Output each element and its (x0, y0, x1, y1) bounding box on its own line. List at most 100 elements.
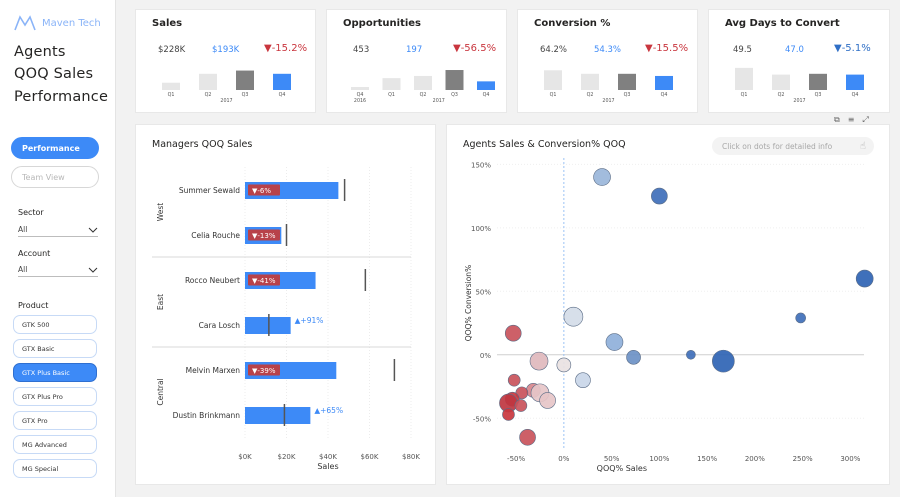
agent-dot[interactable] (855, 269, 874, 288)
product-gtx-basic[interactable]: GTX Basic (13, 339, 97, 358)
product-mg-special[interactable]: MG Special (13, 459, 97, 478)
quarter-label: Q1 (388, 92, 395, 98)
x-tick-label: $20K (278, 453, 296, 461)
sales-bar (245, 407, 311, 424)
sector-label: Sector (18, 208, 44, 217)
x-tick-label: 0% (558, 455, 569, 463)
quarter-label: Q1 (741, 92, 748, 98)
product-gtx-plus-basic[interactable]: GTX Plus Basic (13, 363, 97, 382)
agent-dot[interactable] (539, 392, 556, 409)
agent-dot[interactable] (563, 306, 584, 327)
agent-dot[interactable] (795, 312, 806, 324)
product-label: Product (18, 301, 49, 310)
nav-agents[interactable]: Agents (14, 44, 66, 60)
kpi-prev-value: 49.5 (733, 45, 752, 55)
kpi-bar (581, 73, 599, 90)
managers-bar-chart[interactable]: $0K $20K $40K $60K $80K Sales West Summer Sewal… (136, 125, 437, 486)
agent-dot[interactable] (605, 333, 624, 351)
sector-dropdown[interactable]: All (18, 223, 98, 237)
expand-icon[interactable]: ⤢ (862, 115, 869, 124)
kpi-bar (351, 87, 369, 90)
chevron-down-icon (88, 227, 98, 233)
visual-header-icons: ⧉ ≡ ⤢ (834, 115, 869, 125)
nav-performance[interactable]: Performance (14, 89, 109, 105)
kpi-current-value: $193K (212, 45, 240, 55)
agent-dot[interactable] (519, 429, 536, 446)
quarter-label: Q3 (451, 92, 458, 98)
account-dropdown[interactable]: All (18, 263, 98, 277)
kpi-bar (618, 73, 636, 90)
quarter-label: Q2 (420, 92, 427, 98)
scatter-chart-title: Agents Sales & Conversion% QOQ (463, 139, 626, 150)
kpi-prev-value: 453 (353, 45, 370, 55)
performance-button[interactable]: Performance (11, 137, 99, 159)
product-gtx-plus-pro[interactable]: GTX Plus Pro (13, 387, 97, 406)
agent-dot[interactable] (686, 349, 696, 360)
product-gtx-pro[interactable]: GTX Pro (13, 411, 97, 430)
agent-dot[interactable] (504, 324, 522, 342)
agent-dot[interactable] (712, 349, 735, 373)
year-label: 2016 (354, 98, 366, 104)
quarter-label: Q3 (624, 92, 631, 98)
kpi-card-sales[interactable]: Sales $228K $193K ▼-15.2% Q1 Q2 2017 Q3 Q4 (135, 9, 316, 113)
agent-dot[interactable] (651, 187, 668, 205)
agent-dot[interactable] (556, 357, 572, 373)
quarter-label: Q2 (778, 92, 785, 98)
brand-name: Maven Tech (42, 17, 101, 29)
kpi-sparkbars: Q1 Q2 2017 Q3 Q4 (162, 70, 291, 104)
x-axis-label: QOQ% Sales (597, 464, 647, 473)
quarter-label: Q4 (852, 92, 859, 98)
agent-dot[interactable] (507, 373, 521, 387)
product-gtk-500[interactable]: GTK 500 (13, 315, 97, 334)
quarter-label: Q1 (550, 92, 557, 98)
sidebar: Maven Tech Agents QOQ Sales Performance … (0, 0, 116, 497)
x-tick-label: $40K (319, 453, 337, 461)
kpi-sparkbars: Q1 Q2 2017 Q3 Q4 (544, 70, 673, 104)
x-axis-label: Sales (317, 462, 338, 471)
agent-dot[interactable] (575, 372, 591, 388)
change-badge (248, 274, 280, 286)
kpi-title: Opportunities (343, 18, 422, 29)
chevron-down-icon (88, 267, 98, 273)
copy-icon[interactable]: ⧉ (834, 115, 840, 124)
quarter-label: Q2 (587, 92, 594, 98)
kpi-card-opportunities[interactable]: Opportunities 453 197 ▼-56.5% Q4 2016 Q1 Q2… (326, 9, 507, 113)
kpi-bar (477, 81, 495, 90)
managers-qoq-sales-card: Managers QOQ Sales $0K $20K $40K $60K $80K Sa… (135, 124, 436, 485)
kpi-bar (544, 70, 562, 90)
group-label: West (156, 203, 165, 221)
change-label: ▼-41% (252, 277, 276, 285)
hint-text: Click on dots for detailed info (722, 141, 833, 151)
change-label: ▲+91% (295, 316, 324, 325)
x-tick-label: 200% (745, 455, 765, 463)
brand-logo[interactable]: Maven Tech (14, 14, 101, 32)
agent-dot[interactable] (529, 351, 549, 371)
agent-dot[interactable] (593, 168, 611, 186)
quarter-label: Q1 (168, 92, 175, 98)
filter-icon[interactable]: ≡ (847, 115, 855, 124)
change-label: ▼-13% (252, 232, 276, 240)
team-view-button[interactable]: Team View (11, 166, 99, 188)
quarter-label: Q4 (483, 92, 490, 98)
kpi-card-avg-days[interactable]: Avg Days to Convert 49.5 47.0 ▼-5.1% Q1 Q… (708, 9, 890, 113)
agents-scatter-chart[interactable]: 150% 100% 50% 0% -50% -50% 0% 50% 100% 150% 200% 25… (447, 125, 891, 486)
kpi-bar (655, 75, 673, 90)
kpi-bar (846, 74, 864, 90)
agent-dot[interactable] (514, 399, 528, 412)
managers-chart-title: Managers QOQ Sales (152, 139, 253, 150)
change-badge (248, 184, 280, 196)
kpi-current-value: 54.3% (594, 45, 622, 55)
kpi-title: Sales (152, 18, 183, 29)
kpi-card-conversion[interactable]: Conversion % 64.2% 54.3% ▼-15.5% Q1 Q2 201… (517, 9, 698, 113)
quarter-label: Q2 (205, 92, 212, 98)
pointer-hand-icon: ☝ (859, 140, 866, 152)
agent-dot[interactable] (502, 408, 515, 421)
agent-dot[interactable] (626, 350, 641, 365)
sector-value: All (18, 225, 28, 234)
manager-name: Summer Sewald (179, 186, 240, 195)
kpi-bar (162, 82, 180, 90)
x-tick-label: $0K (238, 453, 252, 461)
detail-hint-button[interactable]: Click on dots for detailed info ☝ (712, 137, 874, 155)
nav-qoq-sales[interactable]: QOQ Sales (14, 66, 94, 82)
product-mg-advanced[interactable]: MG Advanced (13, 435, 97, 454)
